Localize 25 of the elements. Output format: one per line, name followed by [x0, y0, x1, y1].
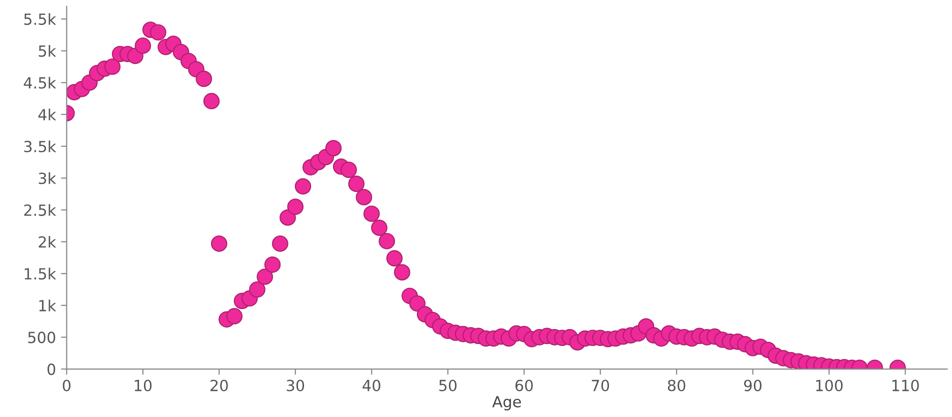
x-axis-title: Age — [492, 396, 521, 410]
y-tick-label: 3.5k — [24, 140, 56, 152]
y-tick-label: 1.5k — [24, 268, 56, 280]
y-tick-label: 3k — [38, 172, 56, 184]
x-tick-label: 0 — [62, 380, 70, 392]
y-tick-label: 5.5k — [24, 13, 56, 26]
x-tick-label: 40 — [362, 380, 380, 392]
y-tick-label: 4k — [38, 108, 56, 120]
y-tick-label: 1k — [39, 300, 56, 312]
x-tick-label: 90 — [744, 380, 762, 392]
y-tick-label: 2k — [38, 236, 56, 248]
y-tick-label: 0 — [48, 364, 56, 376]
x-tick-label: 10 — [134, 380, 152, 392]
x-tick-label: 80 — [668, 380, 686, 392]
x-tick-label: 110 — [892, 380, 919, 392]
x-tick-label: 50 — [439, 380, 457, 392]
x-tick-label: 60 — [515, 380, 533, 392]
y-tick-label: 5k — [38, 45, 56, 57]
x-tick-label: 30 — [286, 380, 304, 392]
y-tick-label: 4.5k — [24, 76, 56, 89]
y-tick-label: 500 — [28, 332, 56, 344]
y-tick-label: 2.5k — [24, 204, 56, 216]
x-tick-label: 70 — [592, 380, 610, 392]
x-tick-label: 20 — [210, 380, 228, 392]
x-tick-label: 100 — [816, 380, 843, 392]
